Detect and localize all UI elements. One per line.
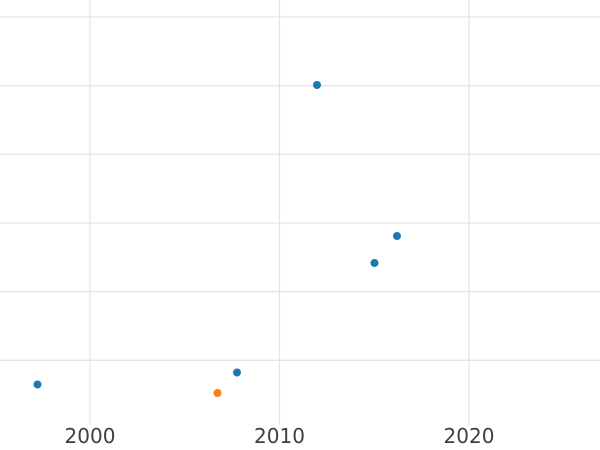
scatter-point-blue xyxy=(313,81,321,89)
scatter-point-orange xyxy=(213,389,222,397)
scatter-point-blue xyxy=(393,232,401,240)
scatter-point-blue xyxy=(33,380,42,389)
scatter-point-blue xyxy=(233,368,241,377)
scatter-point-blue xyxy=(370,259,379,267)
